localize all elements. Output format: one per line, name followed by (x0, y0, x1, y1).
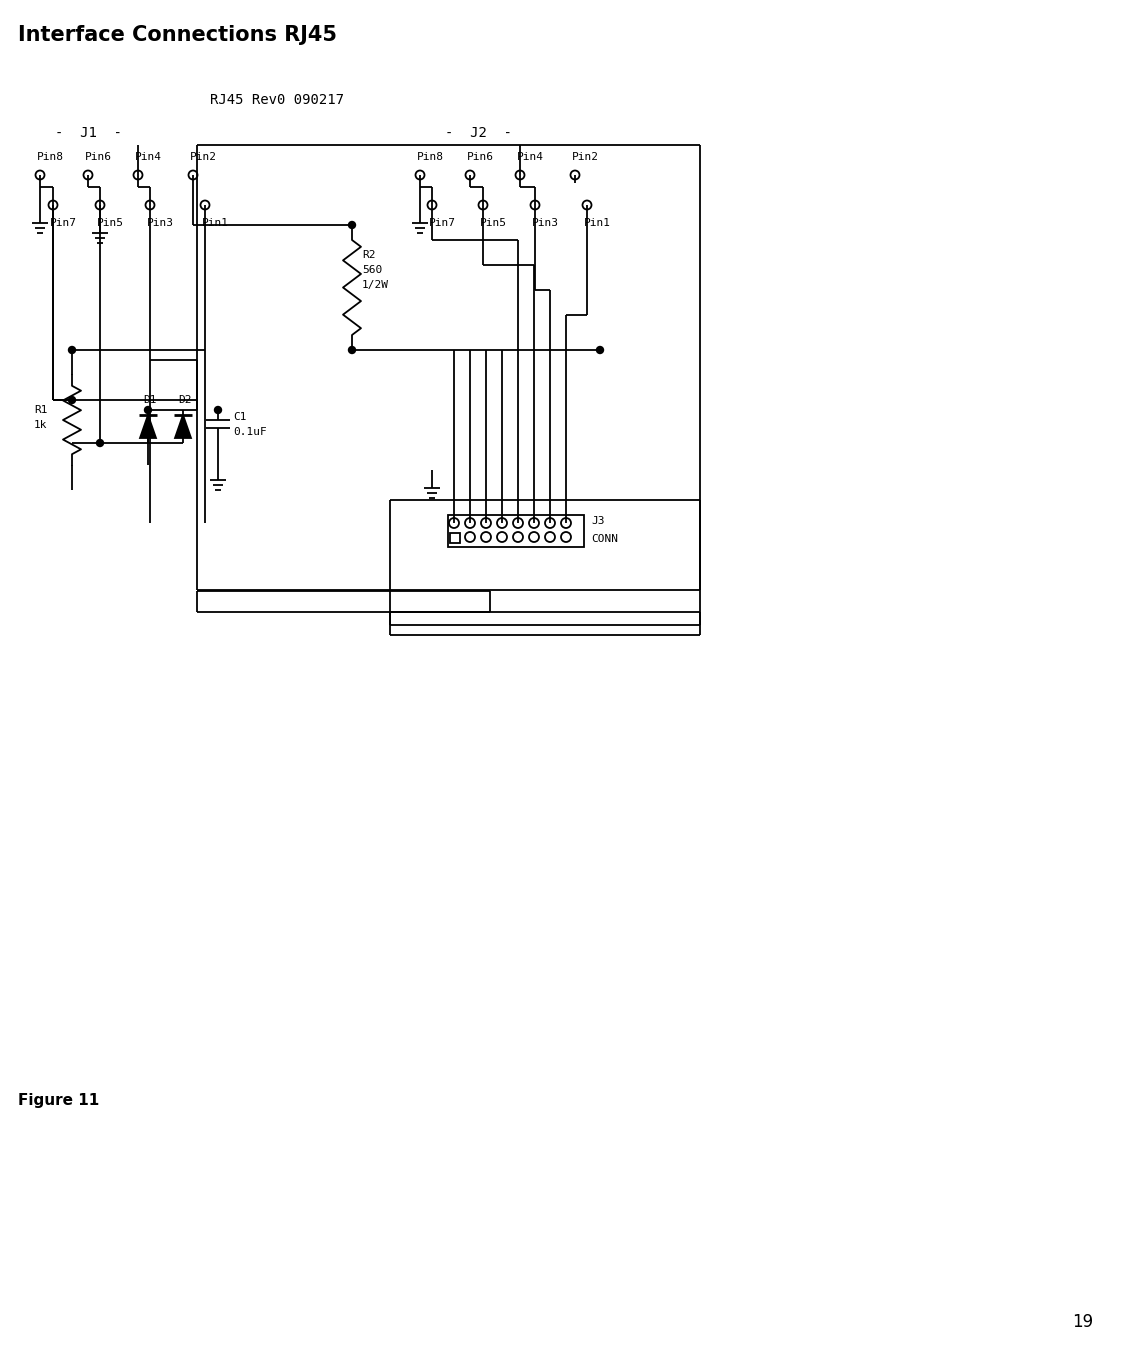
Text: Pin8: Pin8 (37, 152, 64, 162)
Text: Pin6: Pin6 (85, 152, 112, 162)
Text: Pin6: Pin6 (467, 152, 494, 162)
Text: R1: R1 (34, 405, 47, 415)
Circle shape (69, 346, 75, 353)
Text: Pin8: Pin8 (417, 152, 444, 162)
Text: 1k: 1k (34, 420, 47, 430)
Circle shape (348, 221, 356, 229)
Text: -  J2  -: - J2 - (445, 127, 512, 140)
Bar (448, 515, 584, 547)
Bar (450, 533, 460, 543)
Polygon shape (140, 415, 156, 438)
Text: Pin1: Pin1 (202, 218, 229, 228)
Text: Pin4: Pin4 (135, 152, 162, 162)
Text: Pin3: Pin3 (147, 218, 174, 228)
Text: R2: R2 (362, 251, 375, 260)
Circle shape (145, 407, 152, 414)
Text: Pin7: Pin7 (429, 218, 456, 228)
Text: D1: D1 (143, 395, 156, 405)
Text: J3: J3 (591, 516, 604, 525)
Text: Figure 11: Figure 11 (18, 1092, 99, 1107)
Text: Pin5: Pin5 (480, 218, 506, 228)
Circle shape (97, 439, 103, 446)
Text: Pin5: Pin5 (97, 218, 124, 228)
Text: Pin3: Pin3 (532, 218, 559, 228)
Text: Interface Connections RJ45: Interface Connections RJ45 (18, 26, 337, 44)
Text: Pin2: Pin2 (572, 152, 599, 162)
Text: RJ45 Rev0 090217: RJ45 Rev0 090217 (210, 93, 344, 106)
Text: Pin4: Pin4 (517, 152, 544, 162)
Text: 19: 19 (1071, 1313, 1093, 1331)
Text: Pin7: Pin7 (51, 218, 77, 228)
Text: C1: C1 (232, 412, 247, 422)
Text: CONN: CONN (591, 533, 618, 544)
Text: Pin1: Pin1 (584, 218, 611, 228)
Text: D2: D2 (179, 395, 192, 405)
Text: Pin2: Pin2 (190, 152, 217, 162)
Polygon shape (175, 415, 191, 438)
Circle shape (214, 407, 221, 414)
Text: -  J1  -: - J1 - (55, 127, 122, 140)
Text: 0.1uF: 0.1uF (232, 427, 267, 436)
Circle shape (596, 346, 603, 353)
Circle shape (348, 346, 356, 353)
Circle shape (69, 396, 75, 404)
Text: 560: 560 (362, 265, 382, 275)
Text: 1/2W: 1/2W (362, 280, 389, 290)
